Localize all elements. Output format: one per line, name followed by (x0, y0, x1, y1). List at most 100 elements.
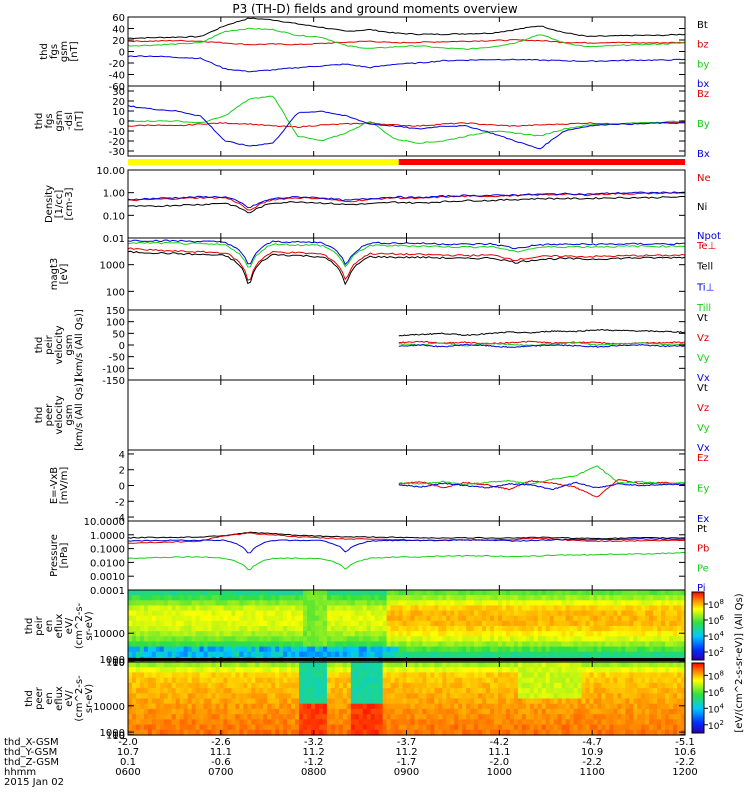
heatmap-cell (521, 620, 527, 627)
heatmap-cell (533, 646, 539, 653)
heatmap-cell (601, 677, 607, 684)
heatmap-cell (378, 703, 384, 710)
heatmap-cell (505, 641, 511, 648)
heatmap-cell (593, 631, 599, 637)
heatmap-cell (239, 615, 244, 622)
heatmap-cell (307, 641, 312, 648)
heatmap-cell (677, 714, 682, 720)
heatmap-cell (498, 631, 503, 637)
heatmap-cell (235, 662, 240, 668)
heatmap-cell (394, 682, 400, 689)
heatmap-cell (521, 631, 527, 637)
heatmap-cell (601, 641, 607, 648)
heatmap-cell (681, 667, 686, 674)
heatmap-cell (267, 600, 272, 607)
heatmap-cell (159, 631, 165, 637)
heatmap-cell (382, 636, 388, 643)
heatmap-cell (247, 626, 252, 632)
heatmap-cell (486, 714, 491, 720)
heatmap-cell (143, 636, 149, 643)
heatmap-cell (267, 698, 272, 705)
series-line-Pb (128, 532, 686, 544)
heatmap-cell (450, 626, 455, 632)
heatmap-cell (406, 703, 412, 710)
heatmap-cell (557, 590, 563, 596)
heatmap-cell (314, 693, 320, 700)
heatmap-cell (486, 620, 491, 627)
heatmap-cell (474, 610, 479, 617)
heatmap-cell (661, 693, 666, 700)
heatmap-cell (462, 600, 467, 607)
heatmap-cell (513, 729, 519, 736)
heatmap-cell (406, 641, 412, 648)
heatmap-cell (565, 620, 571, 627)
heatmap-cell (486, 600, 491, 607)
heatmap-cell (454, 662, 459, 668)
heatmap-cell (505, 708, 511, 715)
heatmap-cell (147, 651, 153, 658)
heatmap-cell (501, 719, 507, 726)
heatmap-cell (255, 605, 260, 612)
y-axis-label: en (44, 692, 55, 705)
heatmap-cell (195, 646, 201, 653)
heatmap-cell (322, 672, 328, 679)
heatmap-cell (517, 682, 523, 689)
heatmap-cell (342, 626, 348, 632)
series-line-bz (127, 39, 686, 46)
heatmap-cell (521, 662, 527, 668)
heatmap-cell (299, 620, 304, 627)
heatmap-cell (279, 682, 284, 689)
heatmap-cell (354, 646, 360, 653)
heatmap-cell (601, 693, 607, 700)
heatmap-cell (295, 714, 300, 720)
heatmap-cell (219, 615, 225, 622)
heatmap-cell (326, 646, 332, 653)
heatmap-cell (291, 646, 296, 653)
heatmap-cell (613, 662, 618, 668)
heatmap-cell (673, 605, 678, 612)
heatmap-cell (605, 724, 611, 731)
heatmap-cell (669, 677, 674, 684)
y-axis-label: gsm (64, 334, 75, 355)
heatmap-cell (207, 600, 213, 607)
heatmap-cell (131, 662, 137, 668)
heatmap-cell (219, 590, 225, 596)
heatmap-cell (191, 703, 197, 710)
heatmap-cell (155, 641, 161, 648)
heatmap-cell (677, 605, 682, 612)
heatmap-cell (128, 595, 133, 601)
heatmap-cell (553, 688, 559, 694)
heatmap-cell (374, 729, 380, 736)
heatmap-cell (430, 662, 435, 668)
heatmap-cell (366, 703, 372, 710)
heatmap-cell (446, 626, 451, 632)
heatmap-cell (673, 651, 678, 658)
heatmap-cell (366, 615, 372, 622)
heatmap-cell (334, 662, 340, 668)
heatmap-cell (430, 703, 435, 710)
heatmap-cell (585, 688, 591, 694)
heatmap-cell (275, 703, 280, 710)
heatmap-cell (490, 708, 495, 715)
heatmap-cell (402, 641, 408, 648)
heatmap-cell (362, 662, 368, 668)
heatmap-cell (569, 590, 575, 596)
heatmap-cell (183, 693, 189, 700)
heatmap-cell (155, 672, 161, 679)
heatmap-cell (139, 610, 145, 617)
heatmap-cell (334, 724, 340, 731)
heatmap-cell (645, 636, 650, 643)
heatmap-cell (259, 626, 264, 632)
heatmap-cell (509, 610, 515, 617)
heatmap-cell (211, 698, 217, 705)
legend-label-Vx: Vx (697, 443, 710, 454)
heatmap-cell (577, 708, 583, 715)
heatmap-cell (179, 667, 185, 674)
heatmap-cell (139, 682, 145, 689)
heatmap-cell (509, 646, 515, 653)
heatmap-cell (303, 714, 308, 720)
heatmap-cell (175, 646, 181, 653)
heatmap-cell (553, 724, 559, 731)
heatmap-cell (346, 667, 352, 674)
heatmap-cell (653, 677, 658, 684)
